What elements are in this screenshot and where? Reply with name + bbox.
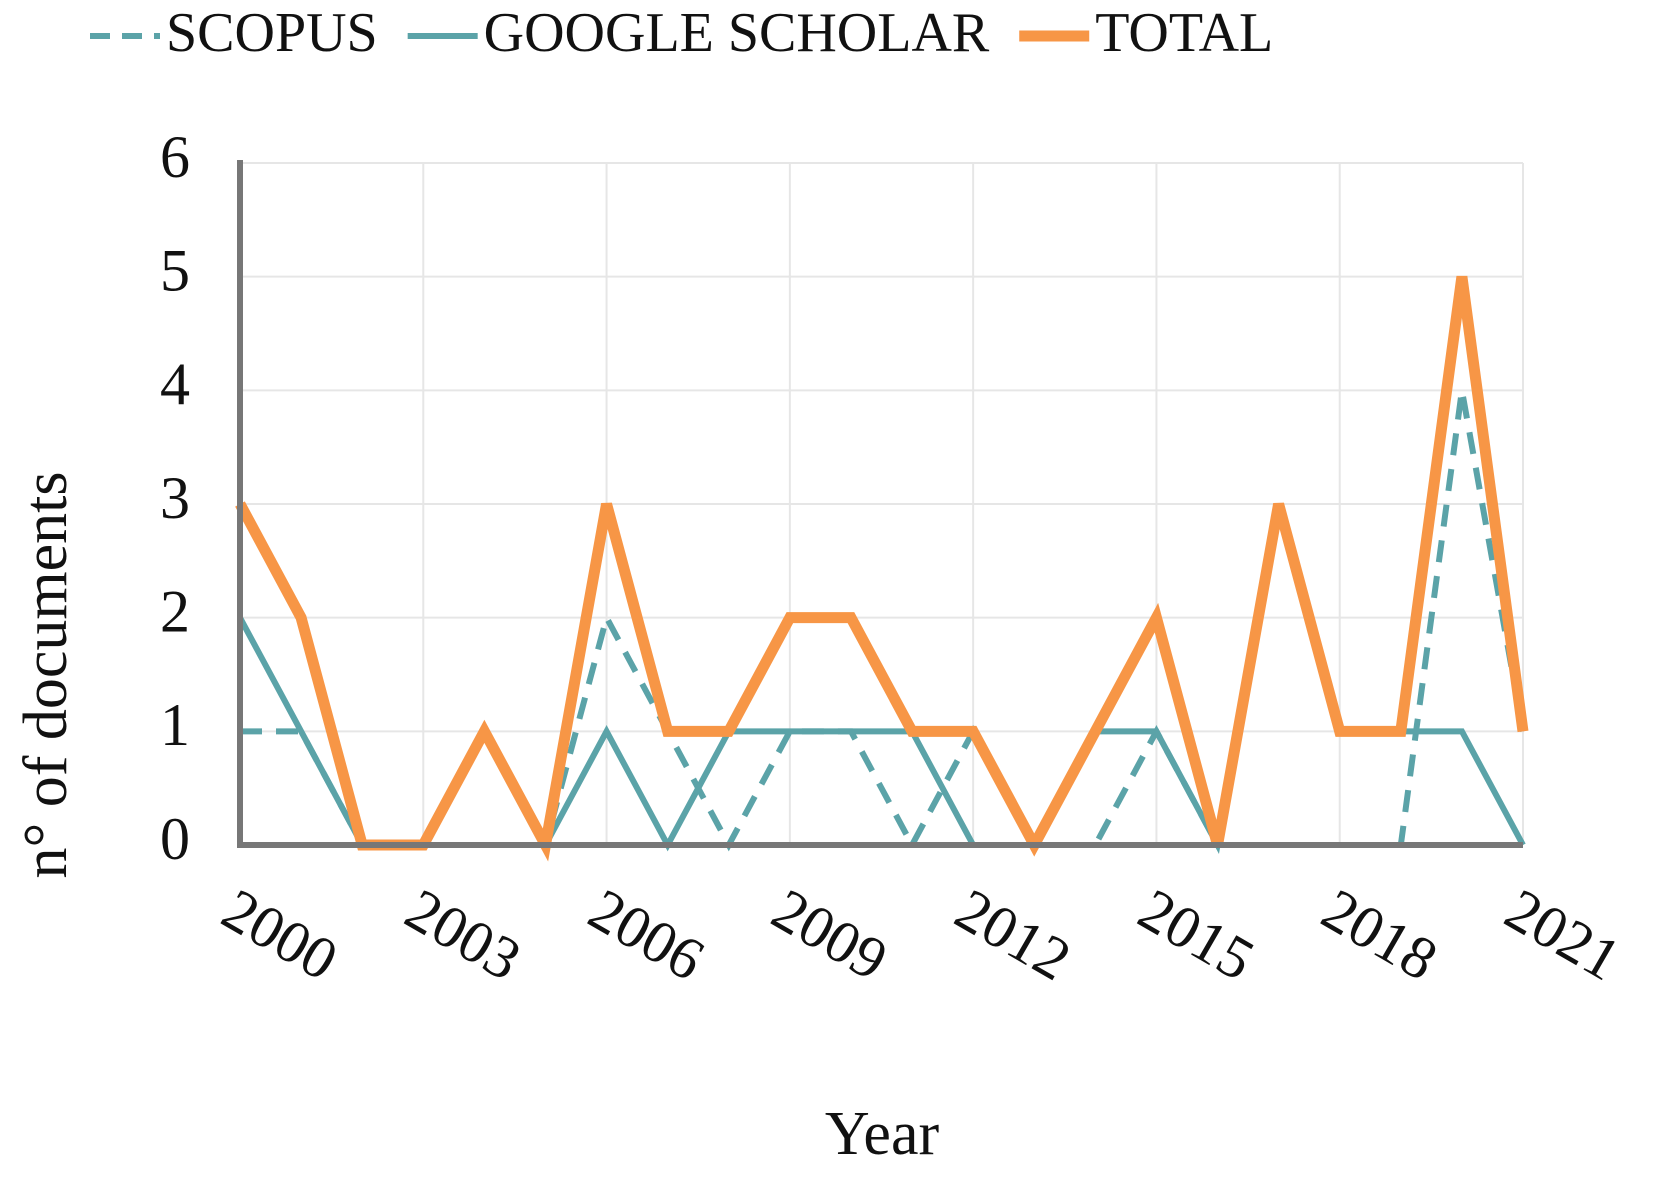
y-tick-label: 3 [160, 465, 190, 531]
x-tick-label: 2012 [945, 876, 1082, 993]
legend-label: SCOPUS [166, 2, 378, 64]
y-tick-label: 5 [160, 237, 190, 303]
y-axis-title: n° of documents [12, 471, 80, 878]
x-tick-label: 2015 [1128, 876, 1265, 993]
x-tick-label: 2003 [395, 876, 532, 993]
y-tick-label: 1 [160, 692, 190, 758]
x-tick-label: 2000 [212, 876, 349, 993]
x-axis-title: Year [825, 1100, 940, 1168]
series-line [235, 275, 1529, 862]
legend-label: GOOGLE SCHOLAR [484, 2, 990, 64]
x-tick-label: 2006 [578, 876, 715, 993]
x-tick-label: 2021 [1495, 876, 1632, 993]
legend: SCOPUS GOOGLE SCHOLAR TOTAL [90, 2, 1273, 64]
labels: 0 1 2 3 4 5 6 2000 2003 2006 2009 2012 2015 2018 2021 [160, 124, 1632, 993]
legend-label: TOTAL [1095, 2, 1273, 64]
grid [239, 162, 1524, 846]
y-tick-label: 4 [160, 351, 190, 417]
x-tick-label: 2009 [761, 876, 898, 993]
y-tick-label: 6 [160, 124, 190, 190]
x-tick-label: 2018 [1311, 876, 1448, 993]
y-tick-label: 0 [160, 806, 190, 872]
plot-lines [235, 275, 1529, 862]
y-tick-label: 2 [160, 578, 190, 644]
